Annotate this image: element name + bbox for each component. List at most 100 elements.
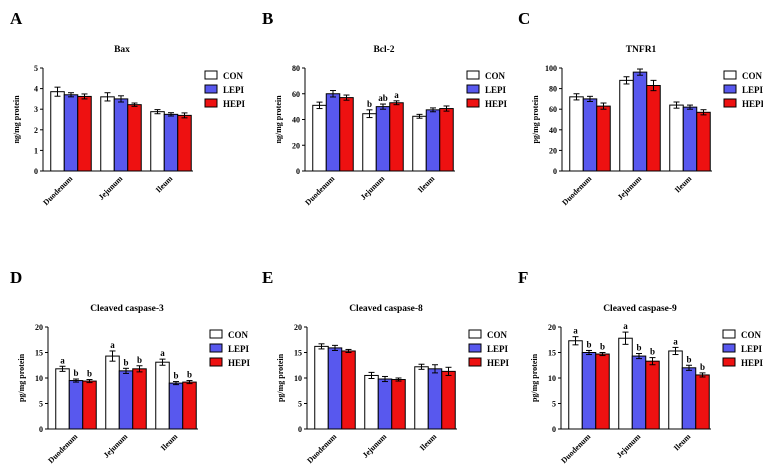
bar-hepi: [339, 97, 354, 172]
significance-letter: b: [367, 99, 372, 109]
bar-hepi: [441, 370, 456, 430]
y-tick-label: 10: [548, 374, 556, 383]
x-tick-label: Ileum: [418, 432, 439, 453]
legend-swatch-lepi: [209, 343, 223, 353]
legend-swatch-lepi: [466, 84, 480, 94]
bar-lepi: [632, 71, 648, 172]
bar-hepi: [132, 368, 147, 430]
y-tick-label: 20: [548, 323, 556, 332]
x-tick-label: Ileum: [673, 174, 694, 195]
y-tick-label: 100: [545, 64, 557, 73]
y-tick-label: 5: [298, 400, 302, 409]
bar-con: [50, 91, 65, 172]
significance-letter: b: [123, 357, 128, 367]
bar-hepi: [341, 350, 356, 430]
bar-con: [105, 355, 120, 430]
panel-letter: F: [518, 268, 528, 287]
y-tick-label: 1: [34, 146, 38, 155]
y-tick-label: 0: [553, 167, 557, 176]
y-tick-label: 10: [294, 374, 302, 383]
legend-swatch-con: [722, 329, 736, 339]
bar-lepi: [425, 109, 441, 172]
significance-letter: b: [87, 369, 92, 379]
bar-lepi: [682, 106, 698, 172]
panel-letter: B: [262, 9, 273, 28]
significance-letter: b: [173, 371, 178, 381]
bar-con: [314, 345, 329, 430]
y-tick-label: 20: [549, 146, 557, 155]
y-axis-label: pg/mg protein: [530, 353, 539, 402]
panel-letter: C: [518, 9, 530, 28]
chart-title: Cleaved caspase-8: [349, 304, 423, 314]
bar-lepi: [375, 106, 391, 172]
legend-label: CON: [741, 330, 762, 340]
significance-letter: b: [187, 370, 192, 380]
legend-label: HEPI: [742, 99, 763, 109]
y-axis-label: ng/mg protein: [274, 95, 283, 144]
x-tick-label: Jejunum: [97, 174, 125, 202]
y-axis-label: pg/mg protein: [17, 353, 26, 402]
legend-label: LEPI: [487, 344, 509, 354]
bar-con: [362, 113, 377, 172]
bar-con: [568, 340, 583, 430]
significance-letter: a: [160, 348, 165, 358]
significance-letter: ab: [378, 93, 388, 103]
bar-con: [414, 366, 429, 430]
legend-swatch-hepi: [723, 98, 737, 108]
y-tick-label: 5: [552, 400, 556, 409]
bar-lepi: [68, 380, 84, 430]
legend-label: CON: [485, 71, 506, 81]
y-tick-label: 0: [552, 425, 556, 434]
y-tick-label: 20: [35, 323, 43, 332]
bar-con: [569, 96, 584, 172]
chart-title: Bcl-2: [373, 45, 394, 55]
y-tick-label: 5: [39, 400, 43, 409]
x-tick-label: Duodenum: [559, 432, 592, 465]
y-tick-label: 15: [548, 349, 556, 358]
x-tick-label: Duodenum: [560, 174, 593, 207]
legend-swatch-hepi: [209, 357, 223, 367]
bar-con: [619, 79, 634, 172]
legend-label: HEPI: [741, 358, 763, 368]
significance-letter: a: [623, 321, 628, 331]
y-tick-label: 0: [39, 425, 43, 434]
significance-letter: b: [636, 343, 641, 353]
legend-label: LEPI: [485, 85, 507, 95]
significance-letter: b: [650, 347, 655, 357]
bar-con: [155, 361, 170, 430]
x-tick-label: Duodenum: [41, 174, 74, 207]
legend-swatch-con: [209, 329, 223, 339]
legend-swatch-lepi: [204, 84, 218, 94]
bar-lepi: [377, 378, 393, 430]
y-tick-label: 20: [294, 323, 302, 332]
legend-swatch-hepi: [204, 98, 218, 108]
bar-hepi: [595, 353, 610, 430]
panel-letter: A: [10, 9, 23, 28]
x-tick-label: Jejunum: [359, 174, 387, 202]
legend-label: LEPI: [741, 344, 763, 354]
x-tick-label: Duodenum: [305, 432, 338, 465]
legend-swatch-lepi: [723, 84, 737, 94]
bar-lepi: [118, 370, 134, 430]
x-tick-label: Duodenum: [303, 174, 336, 207]
y-axis-label: ng/mg protein: [12, 95, 21, 144]
bar-lepi: [113, 98, 129, 172]
bar-hepi: [77, 95, 92, 172]
bar-con: [55, 368, 70, 430]
y-tick-label: 2: [34, 126, 38, 135]
bar-hepi: [389, 102, 404, 172]
y-tick-label: 60: [549, 105, 557, 114]
legend-label: LEPI: [223, 85, 245, 95]
bar-hepi: [439, 108, 454, 172]
x-tick-label: Jejunum: [361, 432, 389, 460]
x-tick-label: Ileum: [154, 174, 175, 195]
x-tick-label: Jejunum: [616, 174, 644, 202]
panel-letter: E: [262, 268, 273, 287]
panel-letter: D: [10, 268, 22, 287]
legend-label: LEPI: [228, 344, 250, 354]
y-axis-label: pg/mg protein: [531, 95, 540, 144]
x-tick-label: Jejunum: [615, 432, 643, 460]
legend-label: HEPI: [228, 358, 251, 368]
x-tick-label: Ileum: [416, 174, 437, 195]
